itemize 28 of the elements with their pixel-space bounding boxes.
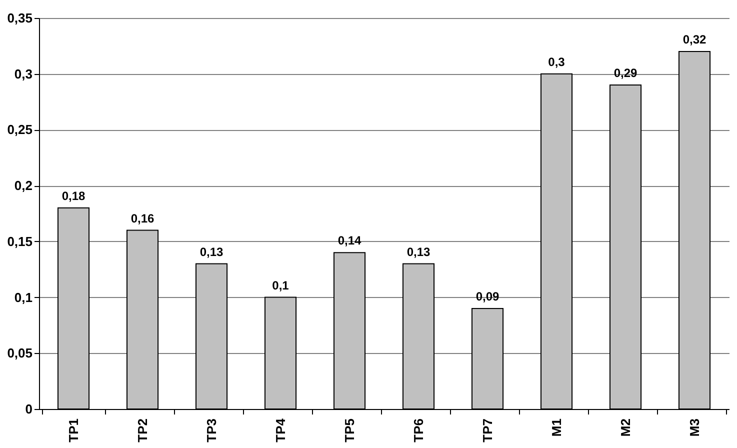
data-label: 0,29: [614, 66, 638, 80]
y-tick-label: 0,35: [7, 10, 32, 26]
x-tick-label: TP1: [66, 418, 81, 442]
y-tick-label: 0,1: [14, 290, 32, 305]
x-tick-label: M2: [618, 418, 633, 437]
data-label: 0,1: [272, 278, 290, 292]
data-label: 0,3: [548, 54, 566, 69]
data-label: 0,13: [406, 244, 430, 259]
data-label: 0,32: [682, 32, 706, 47]
x-tick-label: M3: [687, 418, 702, 437]
x-tick-label: TP2: [135, 418, 150, 442]
y-tick-label: 0,2: [14, 178, 32, 194]
x-tick-label: M1: [549, 418, 564, 437]
x-tick-label: TP6: [411, 418, 426, 442]
x-tick-label: TP4: [273, 418, 288, 442]
data-label: 0,16: [130, 211, 154, 226]
y-tick-label: 0,25: [7, 122, 32, 138]
x-tick-label: TP5: [342, 418, 357, 442]
x-tick-label: TP3: [204, 418, 219, 442]
y-tick-label: 0: [25, 402, 32, 416]
data-label: 0,09: [476, 289, 500, 304]
data-label: 0,13: [200, 244, 224, 259]
data-label: 0,18: [62, 188, 86, 203]
y-tick-label: 0,05: [7, 346, 32, 361]
x-tick-label: TP7: [480, 418, 495, 442]
y-tick-label: 0,15: [7, 234, 32, 249]
data-label: 0,14: [338, 234, 362, 248]
y-tick-label: 0,3: [14, 66, 32, 82]
